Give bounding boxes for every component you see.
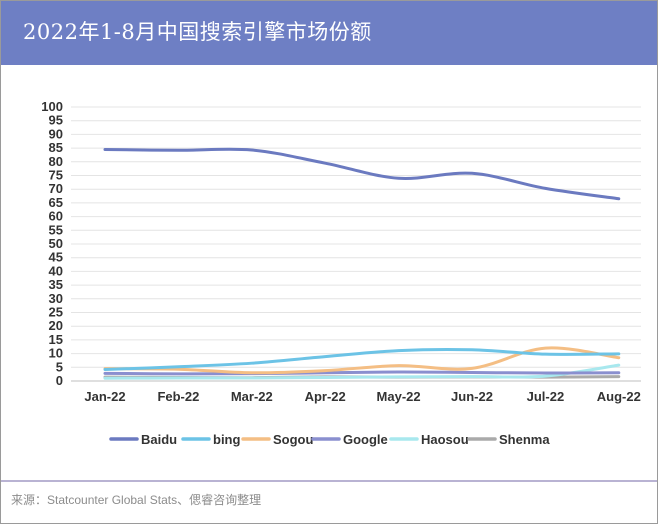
legend-label: Google xyxy=(343,432,388,447)
y-tick-label: 70 xyxy=(49,181,63,196)
y-tick-label: 90 xyxy=(49,126,63,141)
y-tick-label: 60 xyxy=(49,209,63,224)
series-line-bing xyxy=(103,347,621,371)
series-lines xyxy=(103,147,621,380)
x-tick-label: Aug-22 xyxy=(597,389,641,404)
y-tick-label: 5 xyxy=(56,359,63,374)
series-line-google xyxy=(103,370,621,376)
y-tick-label: 45 xyxy=(49,250,63,265)
x-tick-label: Mar-22 xyxy=(231,389,273,404)
y-tick-label: 50 xyxy=(49,236,63,251)
y-tick-label: 0 xyxy=(56,373,63,388)
footer-divider xyxy=(1,480,657,482)
y-tick-label: 55 xyxy=(49,222,63,237)
legend-item-google: Google xyxy=(311,432,388,447)
legend-label: Haosou xyxy=(421,432,469,447)
legend-item-sogou: Sogou xyxy=(241,432,313,447)
x-tick-label: May-22 xyxy=(377,389,421,404)
legend-item-haosou: Haosou xyxy=(389,432,469,447)
y-axis-ticks: 0510152025303540455055606570758085909510… xyxy=(41,99,63,388)
y-tick-label: 25 xyxy=(49,305,63,320)
x-tick-label: Jun-22 xyxy=(451,389,493,404)
y-tick-label: 40 xyxy=(49,263,63,278)
x-tick-label: Jan-22 xyxy=(84,389,125,404)
legend-label: Baidu xyxy=(141,432,177,447)
y-tick-label: 20 xyxy=(49,318,63,333)
source-note: 来源：Statcounter Global Stats、偲睿咨询整理 xyxy=(11,493,262,507)
legend-label: Shenma xyxy=(499,432,550,447)
y-tick-label: 85 xyxy=(49,140,63,155)
y-tick-label: 35 xyxy=(49,277,63,292)
y-tick-label: 15 xyxy=(49,332,63,347)
y-tick-label: 100 xyxy=(41,99,63,114)
y-tick-label: 65 xyxy=(49,195,63,210)
header-bar: 2022年1-8月中国搜索引擎市场份额 xyxy=(1,1,657,65)
y-tick-label: 30 xyxy=(49,291,63,306)
line-chart: 0510152025303540455055606570758085909510… xyxy=(41,99,641,447)
x-tick-label: Apr-22 xyxy=(305,389,346,404)
legend-label: bing xyxy=(213,432,240,447)
series-line-baidu xyxy=(103,147,621,201)
legend: Baidu bing Sogou Google Haosou Shenma xyxy=(109,432,550,447)
legend-item-shenma: Shenma xyxy=(467,432,550,447)
y-tick-label: 75 xyxy=(49,168,63,183)
series-line-haosou xyxy=(103,363,621,380)
y-tick-label: 80 xyxy=(49,154,63,169)
legend-label: Sogou xyxy=(273,432,313,447)
y-tick-label: 10 xyxy=(49,346,63,361)
x-axis: Jan-22 Feb-22 Mar-22 Apr-22 May-22 Jun-22 Jul-… xyxy=(84,389,640,404)
grid-lines xyxy=(71,106,641,382)
series-line-sogou xyxy=(103,346,621,375)
x-tick-label: Feb-22 xyxy=(157,389,199,404)
chart-title: 2022年1-8月中国搜索引擎市场份额 xyxy=(23,20,372,44)
legend-item-bing: bing xyxy=(181,432,240,447)
legend-item-baidu: Baidu xyxy=(109,432,177,447)
x-tick-label: Jul-22 xyxy=(527,389,565,404)
y-tick-label: 95 xyxy=(49,113,63,128)
